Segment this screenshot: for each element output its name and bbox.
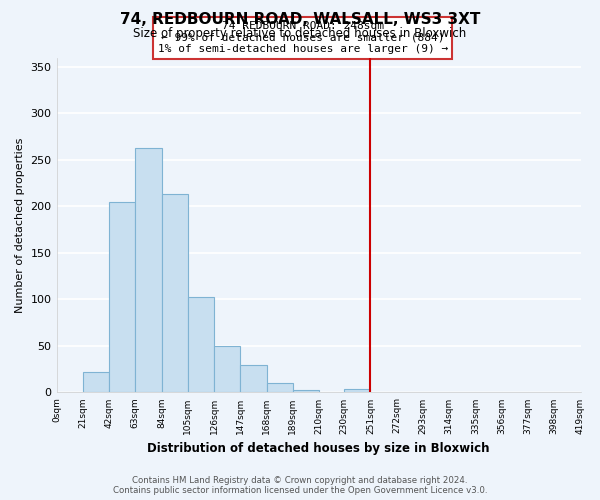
Text: 74, REDBOURN ROAD, WALSALL, WS3 3XT: 74, REDBOURN ROAD, WALSALL, WS3 3XT	[120, 12, 480, 28]
Y-axis label: Number of detached properties: Number of detached properties	[15, 138, 25, 312]
Text: Size of property relative to detached houses in Bloxwich: Size of property relative to detached ho…	[133, 28, 467, 40]
Bar	[136, 148, 161, 392]
Text: 74 REDBOURN ROAD: 248sqm
← 99% of detached houses are smaller (884)
1% of semi-d: 74 REDBOURN ROAD: 248sqm ← 99% of detach…	[158, 21, 448, 54]
Bar	[344, 388, 370, 392]
X-axis label: Distribution of detached houses by size in Bloxwich: Distribution of detached houses by size …	[147, 442, 490, 455]
Bar	[83, 372, 109, 392]
Bar	[266, 383, 293, 392]
Text: Contains HM Land Registry data © Crown copyright and database right 2024.
Contai: Contains HM Land Registry data © Crown c…	[113, 476, 487, 495]
Bar	[241, 366, 266, 392]
Bar	[293, 390, 319, 392]
Bar	[109, 202, 136, 392]
Bar	[214, 346, 241, 393]
Bar	[188, 296, 214, 392]
Bar	[161, 194, 188, 392]
